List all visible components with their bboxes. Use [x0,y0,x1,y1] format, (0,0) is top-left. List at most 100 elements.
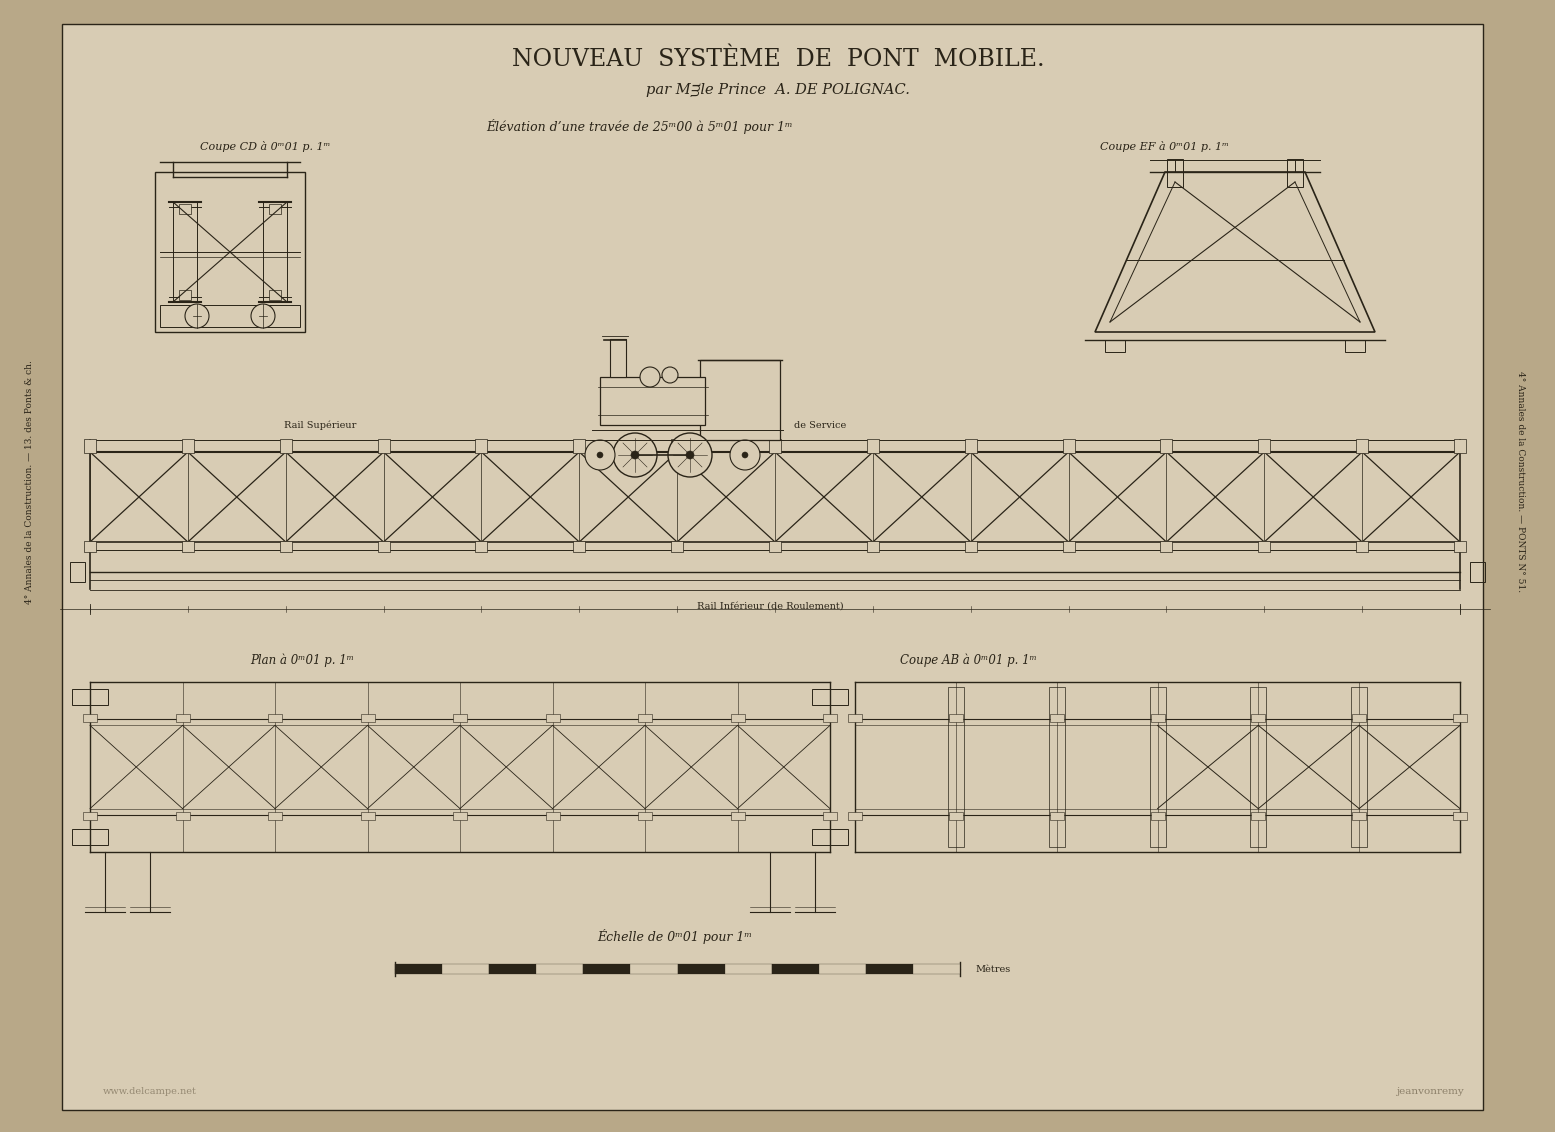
Bar [378,541,390,552]
Bar [583,964,630,974]
Text: Échelle de 0ᵐ01 pour 1ᵐ: Échelle de 0ᵐ01 pour 1ᵐ [597,929,753,944]
Text: NOUVEAU  SYSTÈME  DE  PONT  MOBILE.: NOUVEAU SYSTÈME DE PONT MOBILE. [512,49,1045,71]
Bar [1452,714,1466,722]
Bar [84,439,96,453]
Bar [182,541,194,552]
Bar [574,541,585,552]
Text: jeanvonremy: jeanvonremy [1396,1088,1463,1097]
Bar [156,172,305,332]
Bar [1166,158,1183,187]
Bar [269,290,281,300]
Bar [638,714,652,722]
Bar [1050,812,1064,820]
Bar [70,561,86,582]
Bar [1250,687,1266,847]
Circle shape [669,434,712,477]
Circle shape [742,452,748,458]
Bar [1452,812,1466,820]
Text: Rail Inférieur (de Roulement): Rail Inférieur (de Roulement) [697,602,843,611]
Circle shape [597,452,603,458]
Text: Coupe AB à 0ᵐ01 p. 1ᵐ: Coupe AB à 0ᵐ01 p. 1ᵐ [900,653,1037,667]
Bar [1062,439,1075,453]
Bar [160,305,300,327]
Bar [812,829,847,844]
Bar [630,964,678,974]
Bar [476,439,487,453]
Bar [672,541,683,552]
Bar [179,204,191,214]
Bar [770,439,781,453]
Circle shape [631,451,639,458]
Bar [574,439,585,453]
Text: 4° Annales de la Construction. — PONTS N° 51.: 4° Annales de la Construction. — PONTS N… [1516,371,1524,592]
Bar [269,204,281,214]
Bar [82,812,96,820]
Bar [72,829,107,844]
Bar [546,714,560,722]
Bar [700,360,781,440]
Circle shape [662,367,678,383]
Circle shape [729,440,760,470]
Bar [823,714,837,722]
Bar [866,541,879,552]
Bar [1469,561,1485,582]
Circle shape [250,305,275,328]
Bar [1050,714,1064,722]
Bar [280,439,292,453]
Bar [770,541,781,552]
Text: Rail Supérieur: Rail Supérieur [285,420,356,430]
Bar [182,439,194,453]
Bar [678,964,725,974]
Bar [173,201,197,302]
Bar [176,812,190,820]
Bar [600,377,704,424]
Circle shape [641,367,659,387]
Bar [82,714,96,722]
Bar [731,812,745,820]
Bar [1353,812,1367,820]
Bar [536,964,583,974]
Bar [1454,439,1466,453]
Bar [866,439,879,453]
Bar [176,714,190,722]
Bar [1345,340,1365,352]
Bar [771,964,819,974]
Circle shape [185,305,208,328]
Bar [442,964,490,974]
Bar [476,541,487,552]
Bar [1258,439,1270,453]
Bar [949,687,964,847]
Text: Coupe EF à 0ᵐ01 p. 1ᵐ: Coupe EF à 0ᵐ01 p. 1ᵐ [1099,142,1228,153]
Bar [964,541,977,552]
Bar [84,541,96,552]
Bar [672,439,683,453]
Bar [453,714,466,722]
Bar [725,964,771,974]
Bar [1160,439,1172,453]
Bar [280,541,292,552]
Bar [1351,687,1367,847]
Bar [546,812,560,820]
Bar [731,714,745,722]
Bar [866,964,913,974]
Bar [847,714,861,722]
Bar [1353,714,1367,722]
Bar [1252,812,1266,820]
Bar [490,964,536,974]
Bar [1048,687,1065,847]
Bar [361,714,375,722]
Bar [1356,541,1368,552]
Text: www.delcampe.net: www.delcampe.net [103,1088,197,1097]
Bar [1160,541,1172,552]
Bar [1356,439,1368,453]
Bar [812,689,847,705]
Bar [361,812,375,820]
Bar [610,338,627,377]
Bar [913,964,959,974]
Text: Élévation d’une travée de 25ᵐ00 à 5ᵐ01 pour 1ᵐ: Élévation d’une travée de 25ᵐ00 à 5ᵐ01 p… [487,120,793,135]
Text: 4° Annales de la Construction. — 13. des Ponts & ch.: 4° Annales de la Construction. — 13. des… [25,360,34,604]
Bar [1258,541,1270,552]
Bar [1151,714,1165,722]
Bar [638,812,652,820]
Bar [964,439,977,453]
